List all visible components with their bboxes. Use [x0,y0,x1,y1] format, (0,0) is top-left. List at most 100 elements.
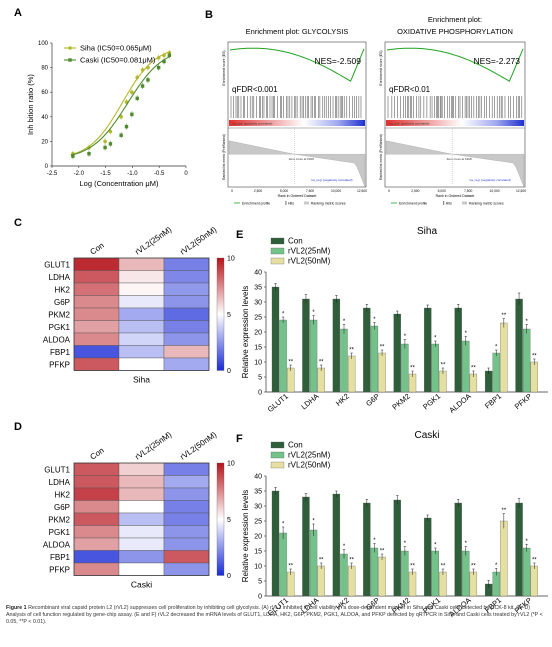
f-ytick-label: 0 [258,594,262,601]
e-bar [431,343,439,393]
d-cell [73,537,120,551]
e-ytick-label: 5 [258,375,262,382]
e-bar [484,370,493,393]
a-point-caski [135,96,139,101]
a-ytick-label: 40 [41,115,48,121]
f-bar [370,547,379,597]
b-es-axis-title: Enrichment score (ES) [379,50,383,85]
a-y-axis-title: Inh bition ratio (%) [26,74,35,135]
d-cell [118,537,165,551]
e-bar [454,307,462,393]
a-fit-line-1 [70,55,171,156]
b-neg-label: 'na_neg' (negatively correlated) [469,178,511,182]
c-row-label: G6P [54,298,70,307]
b-legend-label: Ranking metric scores [469,201,504,205]
e-sig-mark: * [312,310,315,316]
b-zero-cross-label: Zero cross at 6398 [289,157,314,161]
f-sig-mark: ** [441,564,446,570]
f-sig-mark: * [373,538,376,544]
b-legend-label: Ranking metric scores [311,201,346,205]
f-sig-mark: ** [502,508,507,514]
a-legend-marker [68,46,72,50]
a-point-siha [146,65,150,70]
a-point-siha [135,75,140,80]
d-cell [163,550,210,564]
e-sig-mark: ** [380,345,385,351]
caption-lead: Figure 1 [6,605,27,611]
c-cell [73,257,120,271]
d-col-label: Con [88,446,105,462]
a-x-axis-title: Log (Concentration μM) [80,179,159,188]
panel-letter-A: A [14,7,22,19]
e-xtick-label: HK2 [334,392,351,408]
e-xtick-label: PGK1 [421,392,442,412]
e-bar [393,313,401,393]
d-row-label: G6P [54,503,70,512]
e-ytick-label: 25 [254,315,262,322]
e-bar [500,322,508,393]
f-bar [287,571,295,597]
d-row-label: LDHA [49,478,71,487]
c-col-label: rVL2(25nM) [133,225,173,257]
e-xtick-label: PFKP [513,392,534,411]
c-cell [73,270,120,284]
a-xtick-label: -1.5 [100,171,111,177]
e-xtick-label: PKM2 [390,392,411,412]
b-xtick-label: 0 [231,189,233,193]
e-legend-label: rVL2(50nM) [288,257,331,266]
f-ytick-label: 35 [254,489,262,496]
b-xtick-label: 2,500 [411,189,419,193]
e-bar [332,298,341,393]
c-cell [163,307,210,321]
e-bar [347,355,356,393]
e-sig-mark: * [282,312,285,318]
b-xtick-label: 5,000 [280,189,288,193]
b-legend-swatch [303,201,309,205]
b-xtick-label: 12,500 [357,189,367,193]
c-col-label: Con [88,241,105,257]
a-point-caski [162,59,166,64]
d-cell [163,475,210,489]
c-cell [73,332,120,346]
a-ytick-label: 100 [38,41,49,47]
b-rank-gradient-bar [386,120,524,126]
d-cell [73,475,120,489]
d-cell [163,525,210,539]
e-xtick-label: FBP1 [483,392,503,411]
b-ranking-metric-area [385,140,525,188]
b-ranking-metric-area [228,140,366,188]
b-metric-axis-title: Ranked list metric (PreRanked) [379,134,383,180]
f-bar [378,556,386,597]
f-bar [431,550,439,597]
e-sig-mark: * [526,319,529,325]
d-row-label: PKM2 [48,515,70,524]
c-cell [118,282,165,296]
f-y-axis-title: Relative expression levels [241,490,250,583]
f-bar [530,565,538,597]
c-frame [73,257,210,371]
e-sig-mark: * [495,345,498,351]
d-frame [73,462,210,576]
panel-letter-C: C [14,217,22,229]
d-cell [163,562,210,576]
e-legend-label: rVL2(25nM) [288,247,331,256]
d-cell [118,550,165,564]
e-sig-mark: * [404,334,407,340]
d-cell [163,487,210,501]
b-xtick-label: 2,500 [254,189,262,193]
d-cell [73,525,120,539]
c-cell [118,320,165,334]
d-cell [163,462,210,476]
figure-caption: Figure 1 Recombinant viral capsid protei… [6,605,546,626]
e-bar [515,298,523,393]
e-sig-mark: * [465,331,468,337]
b-legend-label: Hits [288,201,294,205]
f-sig-mark: * [465,541,468,547]
b-zero-cross-label: Zero cross at 6398 [447,157,472,161]
b-xtick-label: 10,000 [490,189,500,193]
a-point-caski [140,84,145,88]
a-ytick-label: 60 [41,90,48,96]
e-xtick-label: ALDOA [447,392,472,415]
c-cell [163,282,210,296]
d-cell [118,562,165,576]
